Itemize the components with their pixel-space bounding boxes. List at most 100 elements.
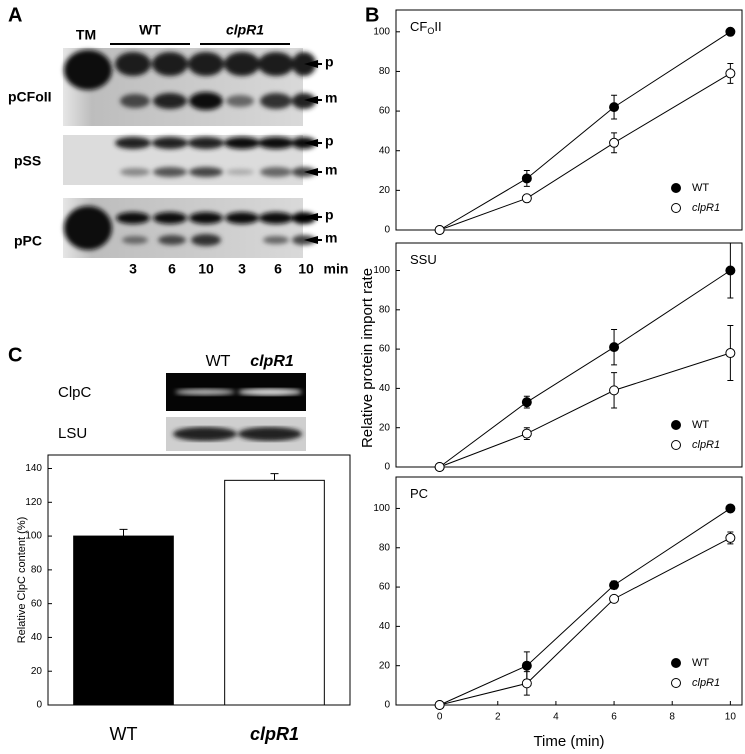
row-label: pSS [14, 153, 41, 169]
time-label: 3 [129, 261, 137, 277]
y-tick-label: 80 [379, 66, 391, 77]
y-tick-label: 60 [31, 598, 43, 609]
data-point [521, 173, 532, 184]
y-tick-label: 60 [379, 106, 391, 117]
y-tick-label: 20 [379, 422, 391, 433]
x-tick-label: 8 [669, 712, 675, 723]
lane-header: WT [139, 22, 161, 38]
legend-label: clpR1 [692, 202, 720, 214]
data-point [725, 265, 736, 276]
band-label: m [325, 90, 337, 106]
data-point [725, 26, 736, 37]
data-point [521, 193, 532, 204]
y-axis-label: Relative ClpC content (%) [16, 517, 28, 644]
panel-label: A [8, 4, 22, 26]
plot-frame [395, 476, 743, 706]
y-tick-label: 100 [373, 26, 390, 37]
title-part: SSU [410, 252, 437, 267]
y-tick-label: 40 [31, 632, 43, 643]
series-line [439, 72, 731, 231]
panel-label: B [365, 4, 379, 26]
y-tick-label: 0 [384, 462, 390, 473]
legend-label: WT [692, 657, 709, 669]
series-line [439, 352, 731, 468]
series-line [439, 537, 731, 706]
time-label: 10 [298, 261, 314, 277]
data-point [725, 348, 736, 359]
series-line [439, 270, 731, 468]
time-label: 10 [198, 261, 214, 277]
error-bar [270, 473, 279, 481]
band-label: m [325, 162, 337, 178]
time-label: 6 [168, 261, 176, 277]
plot-frame [395, 242, 743, 468]
y-tick-label: 100 [373, 503, 390, 514]
y-tick-label: 120 [25, 497, 42, 508]
title-part: CF [410, 19, 427, 34]
data-point [521, 428, 532, 439]
band-label: p [325, 133, 334, 149]
data-point [609, 385, 620, 396]
plot-frame [47, 454, 351, 706]
data-point [434, 462, 445, 472]
series-line [439, 31, 731, 231]
data-point [521, 678, 532, 689]
band-label: m [325, 230, 337, 246]
chart-title: SSU [410, 252, 437, 267]
y-tick-label: 40 [379, 145, 391, 156]
data-point [609, 102, 620, 113]
y-tick-label: 40 [379, 621, 391, 632]
x-tick-label: 4 [553, 712, 559, 723]
data-point [609, 342, 620, 353]
blot-row: LSU [58, 425, 87, 442]
y-tick-label: 140 [25, 463, 42, 474]
y-tick-label: 60 [379, 582, 391, 593]
y-tick-label: 80 [379, 542, 391, 553]
x-tick-label: clpR1 [250, 724, 299, 744]
blot-panel: WT clpR1 ClpC LSU [58, 353, 306, 451]
y-tick-label: 20 [31, 666, 43, 677]
bar [73, 535, 174, 706]
data-point [521, 660, 532, 671]
chart-title: CFOII [410, 19, 442, 36]
y-tick-label: 0 [36, 700, 42, 711]
x-tick-label: 0 [437, 712, 443, 723]
time-label: 6 [274, 261, 282, 277]
legend-marker [671, 203, 681, 213]
legend-label: WT [692, 419, 709, 431]
lane-header: clpR1 [226, 22, 264, 38]
y-tick-label: 100 [373, 265, 390, 276]
title-part: O [427, 26, 434, 36]
band-arrows [304, 60, 322, 244]
row-label: pCFoII [8, 89, 52, 105]
legend-label: clpR1 [692, 677, 720, 689]
data-point [434, 225, 445, 235]
x-axis-label: Time (min) [533, 733, 604, 750]
y-tick-label: 40 [379, 383, 391, 394]
y-tick-label: 80 [31, 565, 43, 576]
y-tick-label: 20 [379, 185, 391, 196]
blot-row: ClpC [58, 384, 92, 401]
row-label: pPC [14, 233, 42, 249]
title-part: PC [410, 486, 428, 501]
legend-marker [671, 420, 681, 430]
blot-column: clpR1 [250, 353, 294, 370]
gel-panel: TM WT clpR1 pCFoII pSS pPC [8, 22, 348, 277]
legend-marker [671, 183, 681, 193]
blot-column: WT [206, 353, 231, 370]
legend-label: WT [692, 182, 709, 194]
x-tick-label: 2 [495, 712, 501, 723]
y-tick-label: 0 [384, 700, 390, 711]
data-point [725, 532, 736, 543]
blot-bands [173, 427, 302, 441]
y-tick-label: 100 [25, 531, 42, 542]
data-point [725, 503, 736, 514]
series-line [439, 508, 731, 706]
x-tick-label: WT [110, 724, 138, 744]
band-label: p [325, 207, 334, 223]
data-point [609, 593, 620, 604]
data-point [725, 68, 736, 79]
y-axis-label: Relative protein import rate [359, 268, 376, 448]
